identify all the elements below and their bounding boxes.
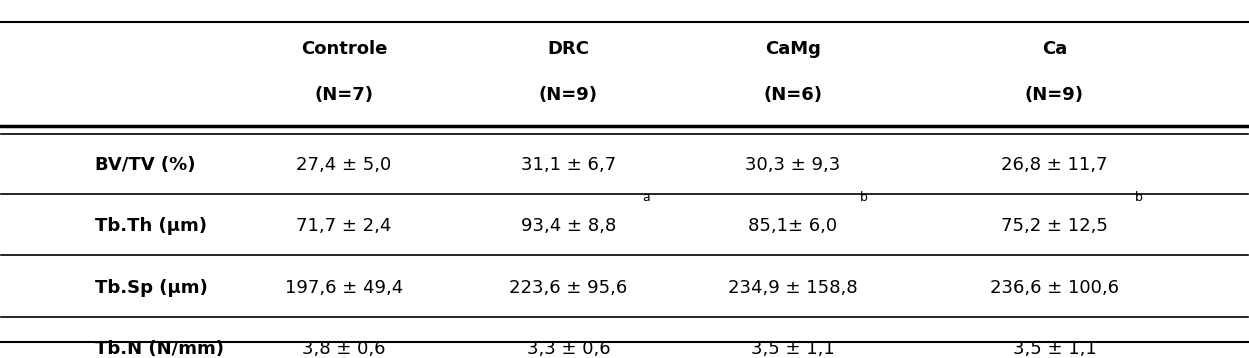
Text: Tb.Sp (μm): Tb.Sp (μm) — [95, 279, 207, 296]
Text: 93,4 ± 8,8: 93,4 ± 8,8 — [521, 217, 616, 235]
Text: 31,1 ± 6,7: 31,1 ± 6,7 — [521, 156, 616, 174]
Text: Tb.Th (μm): Tb.Th (μm) — [95, 217, 207, 235]
Text: 3,8 ± 0,6: 3,8 ± 0,6 — [302, 340, 386, 358]
Text: b: b — [859, 191, 867, 204]
Text: (N=7): (N=7) — [315, 86, 373, 104]
Text: Controle: Controle — [301, 40, 387, 58]
Text: (N=6): (N=6) — [763, 86, 822, 104]
Text: b: b — [1135, 191, 1143, 204]
Text: DRC: DRC — [547, 40, 590, 58]
Text: (N=9): (N=9) — [538, 86, 598, 104]
Text: a: a — [642, 191, 649, 204]
Text: Tb.N (N/mm): Tb.N (N/mm) — [95, 340, 224, 358]
Text: 27,4 ± 5,0: 27,4 ± 5,0 — [296, 156, 392, 174]
Text: 3,5 ± 1,1: 3,5 ± 1,1 — [751, 340, 834, 358]
Text: (N=9): (N=9) — [1025, 86, 1084, 104]
Text: 197,6 ± 49,4: 197,6 ± 49,4 — [285, 279, 403, 296]
Text: Ca: Ca — [1042, 40, 1067, 58]
Text: 26,8 ± 11,7: 26,8 ± 11,7 — [1002, 156, 1108, 174]
Text: CaMg: CaMg — [764, 40, 821, 58]
Text: 3,5 ± 1,1: 3,5 ± 1,1 — [1013, 340, 1097, 358]
Text: 3,3 ± 0,6: 3,3 ± 0,6 — [527, 340, 611, 358]
Text: 71,7 ± 2,4: 71,7 ± 2,4 — [296, 217, 392, 235]
Text: 85,1± 6,0: 85,1± 6,0 — [748, 217, 837, 235]
Text: 234,9 ± 158,8: 234,9 ± 158,8 — [728, 279, 858, 296]
Text: 30,3 ± 9,3: 30,3 ± 9,3 — [746, 156, 841, 174]
Text: 223,6 ± 95,6: 223,6 ± 95,6 — [510, 279, 627, 296]
Text: BV/TV (%): BV/TV (%) — [95, 156, 195, 174]
Text: 75,2 ± 12,5: 75,2 ± 12,5 — [1000, 217, 1108, 235]
Text: 236,6 ± 100,6: 236,6 ± 100,6 — [990, 279, 1119, 296]
